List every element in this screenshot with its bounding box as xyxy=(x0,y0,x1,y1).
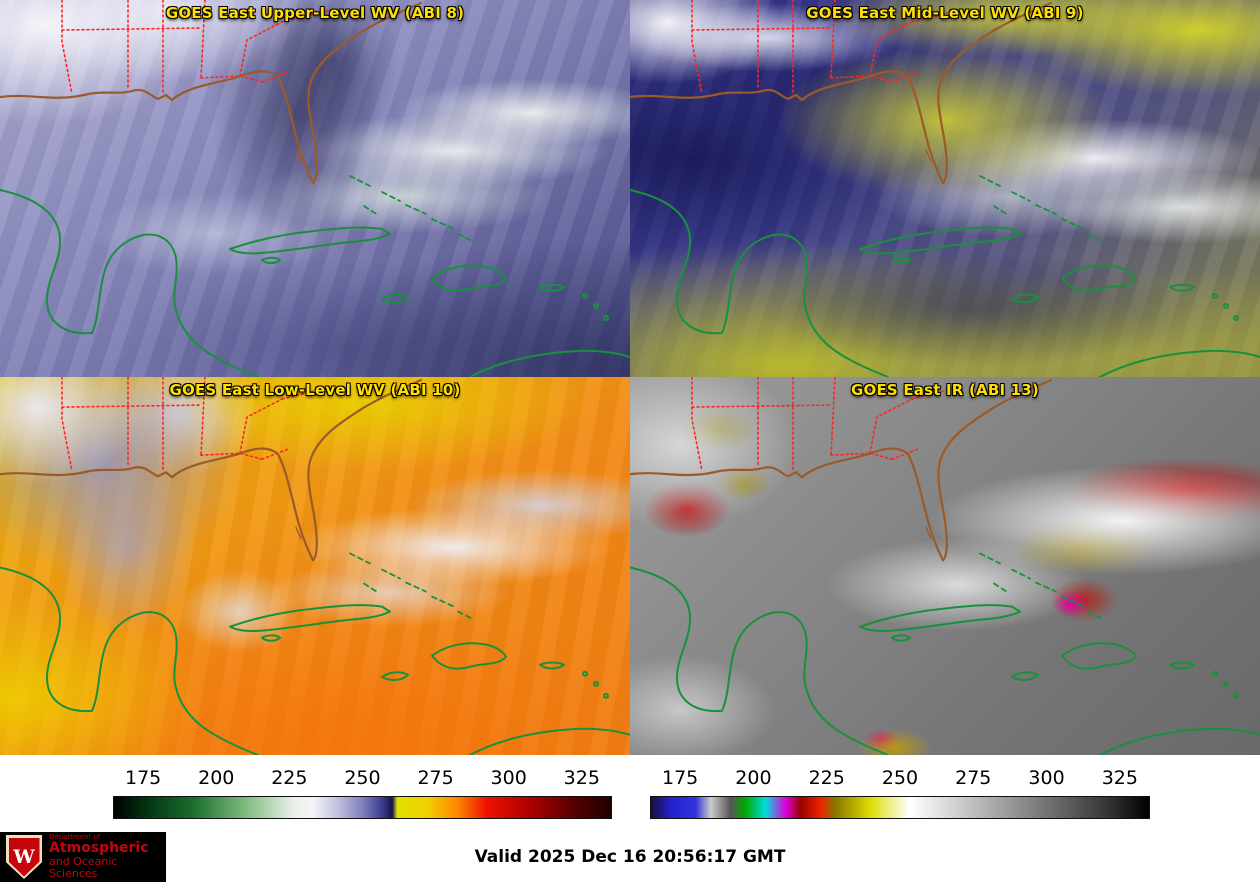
footer: Valid 2025 Dec 16 20:56:17 GMT W Departm… xyxy=(0,832,1260,882)
colorbar-tick: 300 xyxy=(1028,767,1065,789)
uw-logo-text: Department of Atmospheric and Oceanic Sc… xyxy=(49,832,160,881)
uw-crest-icon: W xyxy=(6,835,42,879)
uw-dept-line2: and Oceanic Sciences xyxy=(49,855,118,881)
panel-title-upper-level-wv: GOES East Upper-Level WV (ABI 8) xyxy=(165,4,465,22)
panel-ir: GOES East IR (ABI 13) xyxy=(630,377,1260,755)
map-overlay xyxy=(0,377,630,755)
colorbar-tick: 250 xyxy=(881,767,919,789)
colorbar-tick: 225 xyxy=(808,767,845,789)
panel-title-ir: GOES East IR (ABI 13) xyxy=(850,381,1039,399)
ir-colorbar-ticks: 175 200 225 250 275 300 325 xyxy=(650,767,1150,789)
uw-aos-logo: W Department of Atmospheric and Oceanic … xyxy=(0,832,166,882)
valid-timestamp: Valid 2025 Dec 16 20:56:17 GMT xyxy=(474,847,786,867)
map-overlay xyxy=(630,0,1260,377)
colorbar-tick: 200 xyxy=(198,767,235,789)
colorbar-tick: 300 xyxy=(490,767,527,789)
panel-mid-level-wv: GOES East Mid-Level WV (ABI 9) xyxy=(630,0,1260,377)
panel-low-level-wv: GOES East Low-Level WV (ABI 10) xyxy=(0,377,630,755)
panel-title-mid-level-wv: GOES East Mid-Level WV (ABI 9) xyxy=(806,4,1084,22)
uw-dept-prefix: Department of xyxy=(49,832,101,841)
uw-dept-line1: Atmospheric xyxy=(49,840,149,857)
ir-colorbar xyxy=(650,796,1150,819)
colorbar-tick: 175 xyxy=(662,767,699,789)
wv-colorbar-group: 175 200 225 250 275 300 325 xyxy=(113,767,612,819)
map-overlay xyxy=(0,0,630,377)
colorbar-tick: 275 xyxy=(955,767,992,789)
satellite-quad-display: GOES East Upper-Level WV (ABI 8) GOES Ea… xyxy=(0,0,1260,755)
colorbar-tick: 175 xyxy=(125,767,162,789)
colorbar-tick: 250 xyxy=(344,767,381,789)
ir-colorbar-group: 175 200 225 250 275 300 325 xyxy=(650,767,1150,819)
colorbar-tick: 275 xyxy=(417,767,454,789)
colorbar-tick: 200 xyxy=(735,767,772,789)
colorbar-tick: 225 xyxy=(271,767,308,789)
map-overlay xyxy=(630,377,1260,755)
panel-upper-level-wv: GOES East Upper-Level WV (ABI 8) xyxy=(0,0,630,377)
uw-crest-letter: W xyxy=(8,837,40,877)
wv-colorbar-ticks: 175 200 225 250 275 300 325 xyxy=(113,767,612,789)
colorbar-strip: 175 200 225 250 275 300 325 175 200 225 … xyxy=(0,755,1260,832)
wv-colorbar xyxy=(113,796,612,819)
colorbar-tick: 325 xyxy=(1101,767,1138,789)
colorbar-tick: 325 xyxy=(563,767,600,789)
panel-title-low-level-wv: GOES East Low-Level WV (ABI 10) xyxy=(169,381,461,399)
